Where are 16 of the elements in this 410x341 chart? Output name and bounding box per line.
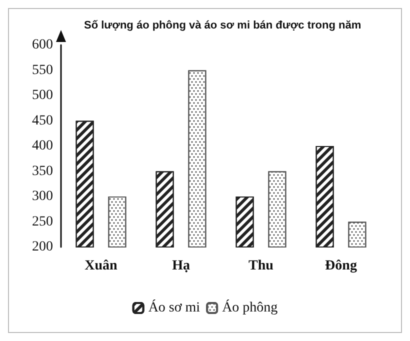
x-tick-label: Thu [248, 258, 274, 274]
y-tick-label: 600 [32, 38, 53, 52]
chart-title: Số lượng áo phông và áo sơ mi bán được trong năm [84, 20, 362, 32]
y-tick-label: 400 [32, 138, 53, 154]
y-tick-label: 450 [32, 113, 53, 128]
y-tick-label: 500 [32, 88, 53, 103]
x-tick-label: Hạ [172, 258, 190, 274]
legend-label: Áo sơ mi [148, 298, 200, 316]
legend-label: Áo phông [222, 298, 278, 316]
x-tick-label: Xuân [84, 258, 118, 274]
y-tick-label: 300 [32, 189, 53, 204]
y-tick-label: 350 [32, 164, 53, 179]
y-tick-label: 250 [32, 214, 53, 230]
y-tick-label: 200 [32, 240, 53, 254]
x-tick-label: Đông [325, 258, 357, 274]
y-tick-label: 550 [32, 62, 53, 78]
